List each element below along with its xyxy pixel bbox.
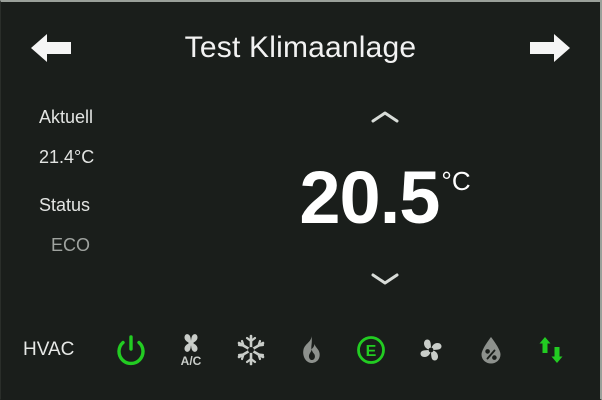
fan-icon[interactable] bbox=[409, 327, 453, 373]
arrow-right-icon[interactable] bbox=[526, 28, 574, 68]
ac-icon[interactable]: A/C bbox=[169, 327, 213, 373]
panel-header: Test Klimaanlage bbox=[1, 2, 600, 94]
setpoint-value: 20.5 bbox=[299, 155, 440, 239]
current-temp-label: Aktuell bbox=[39, 107, 94, 127]
page-title: Test Klimaanlage bbox=[184, 31, 417, 64]
setpoint-display: 20.5 °C bbox=[299, 155, 471, 239]
power-icon[interactable] bbox=[109, 327, 153, 373]
current-info-column: Aktuell 21.4°C Status ECO bbox=[39, 108, 209, 254]
svg-text:E: E bbox=[366, 343, 377, 360]
humidity-icon[interactable] bbox=[469, 327, 513, 373]
climate-readout: Aktuell 21.4°C Status ECO 20.5 °C bbox=[1, 94, 600, 302]
snowflake-icon[interactable] bbox=[229, 327, 273, 373]
status-value: ECO bbox=[51, 235, 91, 255]
hvac-icon-bar: HVAC A/C bbox=[1, 301, 600, 399]
arrow-left-icon[interactable] bbox=[27, 28, 75, 68]
hvac-label: HVAC bbox=[23, 339, 75, 360]
chevron-down-icon[interactable] bbox=[368, 270, 402, 288]
svg-text:A/C: A/C bbox=[181, 354, 202, 368]
chevron-up-icon[interactable] bbox=[368, 108, 402, 126]
current-temp-value: 21.4°C bbox=[39, 147, 95, 167]
setpoint-unit: °C bbox=[441, 165, 471, 196]
setpoint-column: 20.5 °C bbox=[215, 94, 555, 302]
flame-icon[interactable] bbox=[289, 327, 333, 373]
recirculation-icon[interactable] bbox=[529, 327, 573, 373]
eco-icon[interactable]: E bbox=[349, 327, 393, 373]
status-label: Status bbox=[39, 195, 91, 215]
